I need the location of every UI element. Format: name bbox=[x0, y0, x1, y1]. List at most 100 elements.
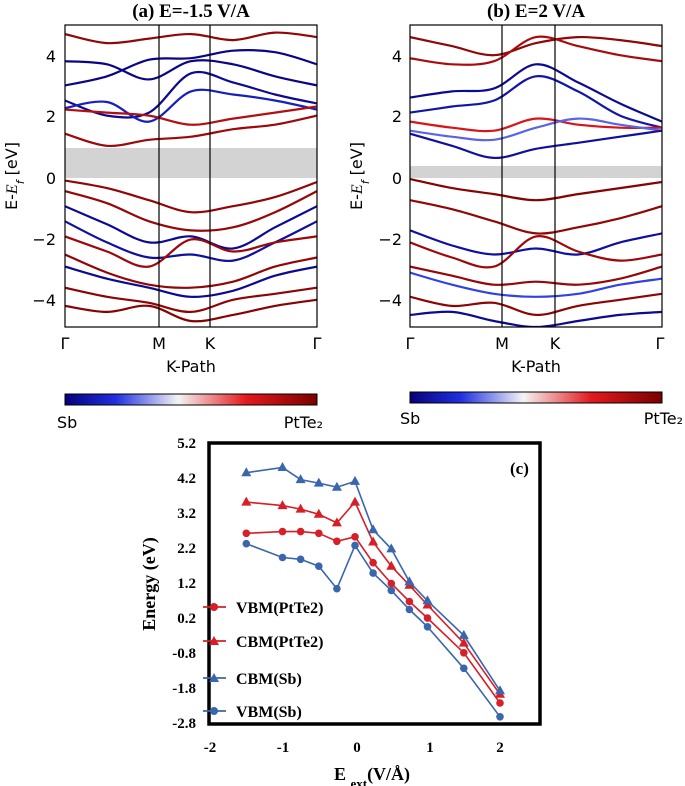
panel-a-band-1 bbox=[65, 49, 317, 87]
panel-b-band-12 bbox=[410, 271, 662, 298]
series-3-point-3 bbox=[315, 562, 323, 570]
panel-a-band-3 bbox=[65, 71, 317, 119]
legend-item-vbm-ptte2: VBM(PtTe2) bbox=[203, 600, 323, 617]
series-2-point-1 bbox=[277, 462, 288, 471]
panel-a-ytick: 2 bbox=[46, 107, 56, 126]
series-2-point-2 bbox=[295, 474, 306, 484]
series-2-point-5 bbox=[350, 475, 360, 485]
panel-b-ktick-m: M bbox=[495, 334, 509, 353]
panel-c-ytick: 5.2 bbox=[177, 436, 196, 452]
series-3-point-6 bbox=[369, 569, 377, 577]
panel-a-xlabel: K-Path bbox=[166, 357, 216, 376]
panel-b-ytick: 2 bbox=[392, 107, 402, 126]
panel-b-ytick: −2 bbox=[378, 230, 402, 249]
panel-b-ytick: 4 bbox=[392, 47, 402, 66]
series-3-point-9 bbox=[423, 623, 432, 631]
panel-b-band-0 bbox=[410, 35, 662, 57]
panel-a-band-5 bbox=[65, 105, 317, 126]
panel-c-xlabel: E ext(V/Å) bbox=[334, 764, 410, 786]
series-0-point-7 bbox=[387, 579, 396, 588]
panel-b-bands bbox=[410, 35, 662, 327]
legend-swatch-marker bbox=[210, 603, 218, 611]
panel-a-band-8 bbox=[65, 190, 317, 232]
panel-c-ylabel: Energy (eV) bbox=[139, 537, 160, 630]
panel-a-ytick: −2 bbox=[32, 230, 56, 249]
panel-a-band-0 bbox=[65, 31, 317, 45]
panel-b-colorbar-right: PtTe₂ bbox=[644, 409, 683, 428]
panel-b-band-8 bbox=[410, 199, 662, 235]
panel-a-ktick-m: M bbox=[152, 334, 166, 353]
legend-swatch-marker bbox=[210, 707, 218, 715]
panel-c-ytick: -0.8 bbox=[172, 646, 196, 662]
legend-swatch-marker bbox=[209, 673, 219, 682]
panel-c-legend: VBM(PtTe2) CBM(PtTe2) CBM(Sb) VBM(Sb) bbox=[203, 600, 323, 721]
panel-a-band-6 bbox=[65, 114, 317, 147]
series-0-point-3 bbox=[315, 529, 323, 538]
panel-a-ytick: −4 bbox=[32, 291, 56, 310]
series-1-point-0 bbox=[241, 496, 252, 506]
panel-a-ytick: 0 bbox=[46, 169, 56, 188]
panel-a-frame bbox=[64, 24, 318, 328]
legend-item-vbm-sb: VBM(Sb) bbox=[203, 704, 302, 721]
panel-c-ytick: -1.8 bbox=[172, 681, 196, 697]
series-2-point-11 bbox=[495, 685, 505, 695]
panel-a-colorbar bbox=[64, 393, 318, 406]
panel-c-frame bbox=[207, 441, 542, 726]
panel-b-band-7 bbox=[410, 177, 662, 202]
series-3-point-5 bbox=[351, 541, 359, 550]
series-0-point-10 bbox=[460, 649, 468, 657]
legend-swatch-marker bbox=[209, 636, 219, 645]
panel-a-title: (a) E=-1.5 V/A bbox=[132, 1, 250, 22]
panel-b-ylabel: E-Ef [eV] bbox=[347, 142, 372, 210]
panel-a-band-14 bbox=[65, 286, 317, 314]
panel-a-ktick-gamma: Γ bbox=[61, 334, 70, 353]
series-1-point-7 bbox=[386, 560, 397, 570]
panel-a-ktick-gamma-end: Γ bbox=[313, 334, 322, 353]
panel-a-band-7 bbox=[65, 179, 317, 214]
panel-c-xtick: 0 bbox=[353, 740, 361, 756]
panel-a: (a) E=-1.5 V/A 4 2 0 −2 −4 E-Ef [eV] Γ M… bbox=[2, 1, 323, 432]
legend-item-cbm-sb: CBM(Sb) bbox=[203, 671, 302, 688]
series-2-point-4 bbox=[331, 481, 342, 491]
panel-b-band-14 bbox=[410, 310, 662, 327]
legend-label: CBM(PtTe2) bbox=[236, 634, 323, 651]
panel-a-yticks: 4 2 0 −2 −4 bbox=[32, 47, 56, 310]
panel-a-gap-region bbox=[65, 148, 317, 178]
series-3-point-4 bbox=[333, 584, 341, 593]
series-2-point-6 bbox=[368, 524, 379, 534]
panel-b-frame bbox=[409, 24, 663, 328]
series-1-point-2 bbox=[295, 503, 306, 513]
series-2-point-10 bbox=[458, 629, 469, 639]
series-1-point-10 bbox=[458, 637, 469, 647]
legend-label: CBM(Sb) bbox=[236, 671, 302, 688]
series-3-point-7 bbox=[387, 586, 396, 595]
panel-b-gap-region bbox=[410, 166, 662, 178]
panel-b-band-13 bbox=[410, 292, 662, 317]
panel-b-ktick-gamma: Γ bbox=[406, 334, 415, 353]
panel-b-band-11 bbox=[410, 265, 662, 286]
series-1-point-3 bbox=[313, 508, 324, 518]
panel-a-band-12 bbox=[65, 253, 317, 289]
series-0-point-6 bbox=[369, 558, 377, 567]
series-2-point-0 bbox=[241, 467, 252, 477]
series-2-point-8 bbox=[404, 576, 415, 586]
panel-a-colorbar-right: PtTe₂ bbox=[284, 413, 323, 432]
panel-b-band-3 bbox=[410, 75, 662, 129]
panel-c-yticks: 5.2 4.2 3.2 2.2 1.2 0.2 -0.8 -1.8 -2.8 bbox=[172, 436, 196, 732]
panel-a-ylabel: E-Ef [eV] bbox=[2, 142, 27, 210]
panel-b-colorbar-left: Sb bbox=[400, 409, 420, 428]
legend-label: VBM(Sb) bbox=[236, 704, 302, 721]
series-1-point-6 bbox=[368, 536, 379, 546]
series-3-point-1 bbox=[278, 553, 287, 562]
panel-a-ytick: 4 bbox=[46, 47, 56, 66]
panel-c-ytick: -2.8 bbox=[172, 716, 196, 732]
panel-c-label: (c) bbox=[510, 459, 529, 478]
panel-b-band-9 bbox=[410, 229, 662, 256]
panel-b-ktick-gamma-end: Γ bbox=[656, 334, 665, 353]
panel-a-ktick-k: K bbox=[205, 334, 216, 353]
panel-b-band-2 bbox=[410, 63, 662, 123]
series-0-point-2 bbox=[296, 527, 305, 536]
panel-c-ytick: 2.2 bbox=[177, 541, 196, 557]
panel-b-band-6 bbox=[410, 129, 662, 160]
